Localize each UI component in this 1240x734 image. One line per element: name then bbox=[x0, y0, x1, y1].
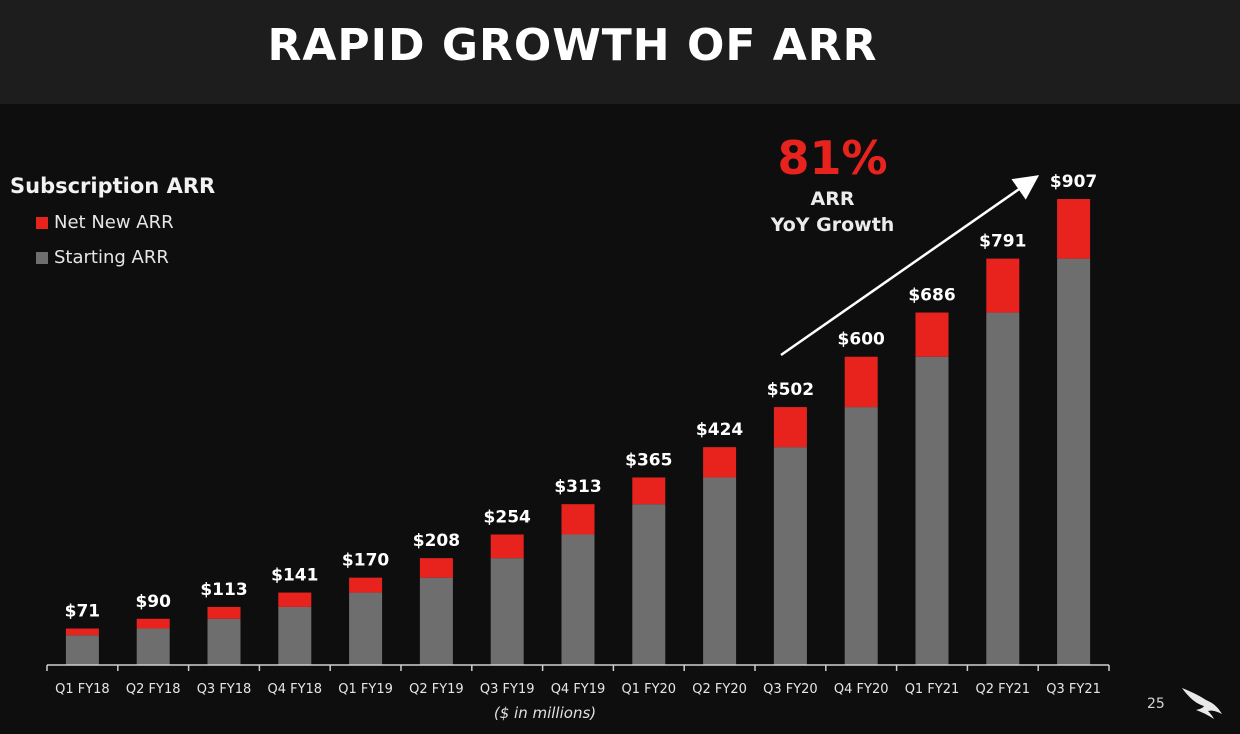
bar-starting-4 bbox=[349, 592, 383, 665]
legend-label-starting: Starting ARR bbox=[54, 247, 169, 268]
bar-total-label-7: $313 bbox=[554, 477, 601, 497]
bar-starting-6 bbox=[490, 558, 524, 665]
x-tick-label-8: Q1 FY20 bbox=[621, 682, 676, 697]
bar-total-label-8: $365 bbox=[625, 450, 672, 470]
legend-swatch-starting bbox=[36, 251, 48, 264]
bars-group: $71 $90 $113 $141 $170 $208 $254 $313 $365 $424 $5… bbox=[65, 172, 1097, 665]
bar-net-new-12 bbox=[915, 312, 949, 357]
bar-total-label-13: $791 bbox=[979, 232, 1026, 252]
bar-starting-9 bbox=[703, 477, 737, 665]
x-tick-label-2: Q3 FY18 bbox=[197, 682, 252, 697]
bar-starting-10 bbox=[773, 447, 807, 665]
bar-starting-0 bbox=[65, 635, 99, 665]
bar-net-new-7 bbox=[561, 504, 595, 535]
bar-total-label-14: $907 bbox=[1050, 172, 1097, 192]
bar-total-label-0: $71 bbox=[65, 602, 101, 622]
bar-net-new-14 bbox=[1057, 199, 1091, 259]
unit-note: ($ in millions) bbox=[493, 704, 597, 722]
x-tick-label-13: Q2 FY21 bbox=[975, 682, 1030, 697]
bar-starting-8 bbox=[632, 504, 666, 665]
x-tick-label-4: Q1 FY19 bbox=[338, 682, 393, 697]
x-tick-label-3: Q4 FY18 bbox=[267, 682, 322, 697]
bar-total-label-9: $424 bbox=[696, 420, 743, 440]
x-tick-label-14: Q3 FY21 bbox=[1046, 682, 1101, 697]
bar-net-new-8 bbox=[632, 477, 666, 505]
bar-total-label-1: $90 bbox=[135, 592, 171, 612]
legend-title: Subscription ARR bbox=[10, 174, 216, 198]
bar-net-new-4 bbox=[349, 577, 383, 593]
x-tick-label-7: Q4 FY19 bbox=[551, 682, 606, 697]
bar-total-label-5: $208 bbox=[413, 531, 460, 551]
growth-arrow bbox=[780, 175, 1040, 357]
bar-total-label-10: $502 bbox=[767, 380, 814, 400]
legend: Subscription ARR Net New ARR Starting AR… bbox=[10, 174, 215, 268]
bar-net-new-3 bbox=[278, 592, 312, 607]
bar-total-label-12: $686 bbox=[908, 286, 955, 306]
x-axis: Q1 FY18 Q2 FY18 Q3 FY18 Q4 FY18 Q1 FY19 Q2 FY… bbox=[46, 664, 1110, 697]
bar-starting-1 bbox=[136, 628, 170, 665]
growth-value: 81% bbox=[777, 131, 888, 185]
bar-starting-5 bbox=[419, 577, 453, 665]
bar-net-new-1 bbox=[136, 618, 170, 629]
bar-starting-2 bbox=[207, 618, 241, 665]
growth-label-line2: YoY Growth bbox=[770, 214, 895, 236]
growth-label-line1: ARR bbox=[810, 188, 855, 210]
bar-total-label-11: $600 bbox=[838, 330, 885, 350]
bar-net-new-2 bbox=[207, 606, 241, 619]
title-band bbox=[0, 0, 1240, 104]
x-tick-label-6: Q3 FY19 bbox=[480, 682, 535, 697]
bar-net-new-6 bbox=[490, 534, 524, 559]
bar-net-new-13 bbox=[986, 258, 1020, 313]
x-tick-label-0: Q1 FY18 bbox=[55, 682, 110, 697]
bar-starting-14 bbox=[1057, 258, 1091, 665]
page-title: RAPID GROWTH OF ARR bbox=[267, 20, 878, 71]
bar-net-new-9 bbox=[703, 447, 737, 478]
bar-starting-12 bbox=[915, 356, 949, 665]
bar-net-new-0 bbox=[65, 628, 99, 636]
legend-item-starting: Starting ARR bbox=[36, 247, 215, 268]
falcon-logo-icon bbox=[1182, 688, 1222, 719]
bar-starting-3 bbox=[278, 606, 312, 665]
page-number: 25 bbox=[1147, 696, 1165, 712]
x-tick-label-9: Q2 FY20 bbox=[692, 682, 747, 697]
bar-starting-13 bbox=[986, 312, 1020, 665]
legend-swatch-net-new bbox=[36, 216, 48, 229]
x-tick-label-12: Q1 FY21 bbox=[905, 682, 960, 697]
bar-total-label-2: $113 bbox=[200, 580, 247, 600]
bar-net-new-5 bbox=[419, 558, 453, 578]
x-tick-label-5: Q2 FY19 bbox=[409, 682, 464, 697]
bar-total-label-4: $170 bbox=[342, 551, 389, 571]
legend-item-net-new: Net New ARR bbox=[36, 212, 215, 233]
x-tick-label-1: Q2 FY18 bbox=[126, 682, 181, 697]
x-tick-label-10: Q3 FY20 bbox=[763, 682, 818, 697]
bar-net-new-10 bbox=[773, 407, 807, 448]
bar-total-label-3: $141 bbox=[271, 566, 318, 586]
growth-callout: 81% ARR YoY Growth bbox=[740, 130, 925, 238]
x-tick-label-11: Q4 FY20 bbox=[834, 682, 889, 697]
bar-starting-7 bbox=[561, 534, 595, 665]
bar-total-label-6: $254 bbox=[484, 507, 531, 527]
legend-label-net-new: Net New ARR bbox=[54, 212, 174, 233]
bar-starting-11 bbox=[844, 407, 878, 665]
bar-net-new-11 bbox=[844, 356, 878, 408]
